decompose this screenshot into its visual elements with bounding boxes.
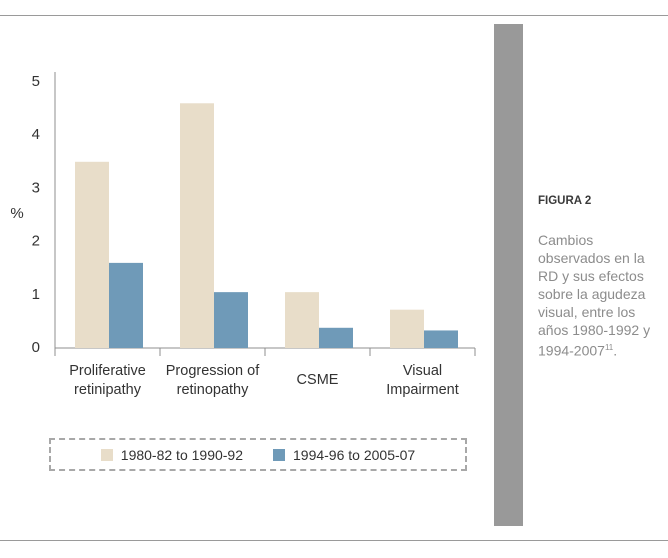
bar-1-3 — [285, 292, 319, 348]
bar-1-1 — [75, 161, 109, 348]
y-tick-label: 2 — [32, 233, 40, 250]
chart-legend: 1980-82 to 1990-92 1994-96 to 2005-07 — [49, 438, 467, 471]
legend-item-series-2: 1994-96 to 2005-07 — [273, 447, 415, 463]
figure-caption-text: Cambios observados en la RD y sus efecto… — [538, 232, 651, 359]
bottom-rule — [0, 540, 668, 541]
legend-label-series-2: 1994-96 to 2005-07 — [293, 446, 416, 463]
figure-label: FIGURA 2 — [538, 195, 592, 207]
top-rule — [0, 15, 668, 16]
bar-2-4 — [424, 330, 458, 348]
legend-label-series-1: 1980-82 to 1990-92 — [120, 446, 243, 463]
figure-caption-reference: 11 — [604, 343, 614, 352]
x-category-label: retinipathy — [74, 382, 142, 398]
legend-item-series-1: 1980-82 to 1990-92 — [100, 446, 243, 463]
y-axis-label: % — [10, 205, 23, 222]
x-category-label: retinopathy — [177, 382, 249, 398]
y-tick-label: 4 — [32, 126, 40, 143]
y-tick-label: 3 — [32, 179, 40, 196]
y-tick-label: 5 — [32, 73, 40, 90]
legend-swatch-series-1 — [100, 448, 113, 461]
figure-caption: Cambios observados en la RD y sus efecto… — [538, 231, 664, 360]
x-category-label: Visual — [403, 363, 442, 379]
bar-2-3 — [319, 327, 353, 348]
y-tick-label: 1 — [32, 286, 40, 303]
bar-1-2 — [180, 103, 214, 348]
bar-chart: 0 1 2 3 4 5% Proliferative retinipathy Progressi… — [10, 72, 476, 398]
x-category-label: Proliferative — [69, 363, 146, 379]
y-tick-label: 0 — [32, 339, 40, 356]
x-category-label: Progression of — [166, 363, 260, 379]
bar-1-4 — [390, 309, 424, 348]
x-category-label: Impairment — [386, 382, 459, 398]
bar-2-1 — [109, 262, 143, 348]
x-category-label: CSME — [297, 372, 339, 388]
legend-swatch-series-2 — [273, 448, 285, 461]
side-divider — [494, 24, 523, 526]
bar-2-2 — [214, 292, 248, 348]
figure-caption-end: . — [613, 342, 618, 359]
